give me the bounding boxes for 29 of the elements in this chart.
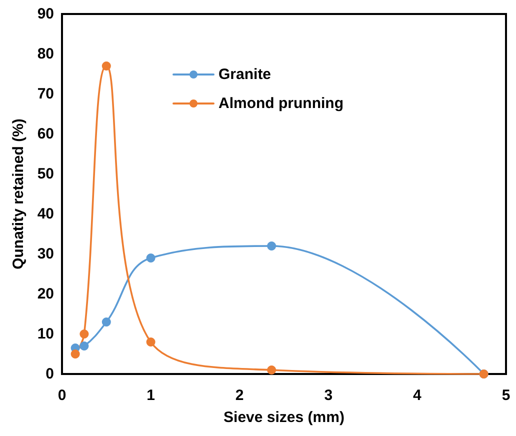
- point: [267, 242, 276, 250]
- x-tick-label: 4: [413, 387, 422, 404]
- point: [146, 338, 156, 346]
- y-tick-label: 20: [37, 286, 54, 302]
- x-tick-label: 5: [502, 387, 510, 404]
- x-axis-title: Sieve sizes (mm): [224, 409, 344, 426]
- x-tick-label: 0: [58, 387, 66, 404]
- y-tick-label: 40: [37, 206, 54, 222]
- x-tick-label: 2: [235, 387, 244, 404]
- y-tick-label: 30: [37, 246, 54, 262]
- y-tick-label: 50: [37, 166, 54, 182]
- x-tick-label: 3: [324, 387, 333, 404]
- point: [146, 254, 156, 262]
- y-axis-title: Qunatity retained (%): [10, 118, 27, 270]
- y-tick-label: 70: [37, 86, 54, 102]
- point: [102, 318, 111, 326]
- y-tick-label: 80: [37, 46, 54, 62]
- y-tick-label: 60: [37, 126, 54, 142]
- point: [102, 62, 111, 70]
- point: [267, 366, 276, 374]
- legend-label: Almond prunning: [218, 95, 344, 112]
- point: [80, 342, 89, 350]
- point: [80, 330, 89, 338]
- y-tick-label: 10: [37, 326, 54, 342]
- point: [70, 350, 80, 358]
- y-tick-label: 90: [37, 6, 54, 22]
- y-tick-label: 0: [46, 366, 54, 382]
- x-tick-label: 1: [146, 387, 155, 404]
- legend-label: Granite: [218, 66, 272, 83]
